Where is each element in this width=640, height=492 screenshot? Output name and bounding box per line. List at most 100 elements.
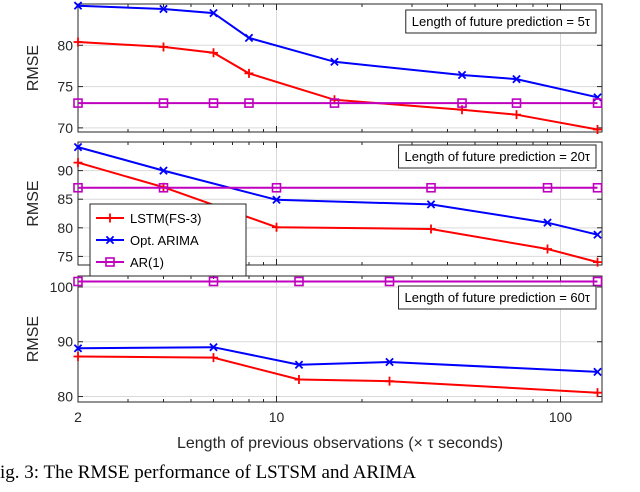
x-tick-label: 10 [269, 409, 285, 425]
y-tick-label: 75 [57, 79, 73, 95]
data-point [244, 98, 254, 108]
data-point [73, 142, 83, 152]
data-point [294, 360, 304, 369]
data-point [209, 342, 218, 352]
data-point [592, 276, 603, 287]
data-point [208, 276, 219, 287]
data-point [73, 276, 83, 287]
data-point [244, 33, 254, 43]
data-point [209, 353, 218, 363]
data-point [73, 344, 83, 353]
y-tick-label: 100 [50, 279, 74, 295]
annotation-box [398, 285, 597, 310]
data-point [593, 230, 602, 239]
y-axis-label: RMSE [25, 180, 42, 226]
legend-entry: LSTM(FS-3) [96, 211, 202, 226]
data-point [512, 74, 521, 84]
data-point [592, 182, 603, 193]
panel-frame [77, 275, 603, 403]
data-point [272, 195, 281, 205]
legend-entry: AR(1) [96, 255, 164, 270]
panel-frame [77, 3, 603, 133]
data-point [426, 224, 436, 234]
annotation-text: Length of future prediction = 20τ [405, 149, 591, 164]
series-line [77, 161, 598, 264]
data-point [73, 1, 83, 10]
data-point [593, 388, 603, 398]
data-point [593, 367, 602, 377]
data-point [294, 276, 304, 287]
data-point [457, 70, 467, 80]
legend-label: Opt. ARIMA [130, 233, 199, 248]
data-point [294, 375, 304, 385]
data-point [73, 352, 83, 362]
data-point [209, 48, 218, 58]
data-point [209, 8, 218, 18]
y-axis-label: RMSE [25, 45, 42, 91]
y-tick-label: 90 [57, 334, 73, 350]
annotation-text: Length of future prediction = 5τ [412, 14, 591, 29]
legend-entry: Opt. ARIMA [96, 233, 199, 248]
legend-marker [105, 257, 115, 267]
y-tick-label: 90 [57, 163, 73, 179]
series-line [77, 355, 598, 394]
x-tick-label: 2 [74, 409, 82, 425]
legend-label: AR(1) [130, 255, 164, 270]
data-point [159, 4, 168, 14]
y-tick-label: 80 [57, 389, 73, 405]
annotation-box [398, 144, 597, 169]
panel-annotation: Length of future prediction = 60τ [398, 285, 597, 310]
data-point [73, 182, 83, 193]
y-tick-label: 85 [57, 191, 73, 207]
data-point [542, 182, 553, 193]
data-point [330, 57, 339, 67]
data-point [426, 200, 436, 209]
data-point [512, 110, 522, 120]
data-point [543, 218, 552, 227]
legend: LSTM(FS-3) Opt. ARIMA AR(1) [89, 203, 247, 277]
legend-label: LSTM(FS-3) [130, 211, 202, 226]
data-point [385, 357, 394, 367]
panel-1: 70 75 80 RMSE Length of future prediction = … [25, 1, 603, 136]
data-point [511, 98, 522, 108]
rmse-figure: 70 75 80 RMSE Length of future prediction = … [25, 1, 603, 452]
data-point [244, 68, 254, 78]
panels-layer: 70 75 80 RMSE Length of future prediction = … [25, 1, 603, 425]
x-tick-label: 100 [549, 409, 573, 425]
data-point [329, 98, 340, 108]
series-line [77, 146, 598, 236]
y-axis-label: RMSE [25, 316, 42, 362]
data-point [159, 166, 168, 175]
y-tick-label: 80 [57, 37, 73, 53]
y-tick-label: 75 [57, 248, 73, 264]
y-tick-label: 70 [57, 120, 73, 136]
y-tick-label: 80 [57, 220, 73, 236]
data-point [73, 37, 83, 47]
data-point [457, 98, 467, 108]
data-point [208, 98, 219, 108]
annotation-text: Length of future prediction = 60τ [405, 290, 591, 305]
panel-frame [77, 141, 603, 266]
data-point [73, 158, 83, 168]
annotation-box [405, 9, 597, 34]
series-line [77, 346, 598, 373]
data-point [426, 182, 436, 193]
legend-marker [105, 213, 115, 223]
data-point [272, 222, 282, 232]
x-axis-label: Length of previous observations (× τ sec… [177, 435, 503, 452]
data-point [158, 42, 168, 52]
legend-marker [105, 235, 115, 245]
data-point [543, 244, 553, 254]
panel-annotation: Length of future prediction = 5τ [405, 9, 597, 34]
data-point [73, 98, 83, 108]
data-point [158, 98, 169, 108]
data-point [385, 376, 395, 386]
panel-3: 80 90 100 RMSE Length of future prediction =… [25, 275, 603, 405]
data-point [271, 182, 282, 193]
panel-annotation: Length of future prediction = 20τ [398, 144, 597, 169]
figure-caption: ig. 3: The RMSE performance of LSTSM and… [0, 462, 417, 483]
data-point [384, 276, 395, 287]
data-point [593, 125, 603, 135]
data-point [593, 257, 603, 267]
data-point [592, 98, 603, 108]
